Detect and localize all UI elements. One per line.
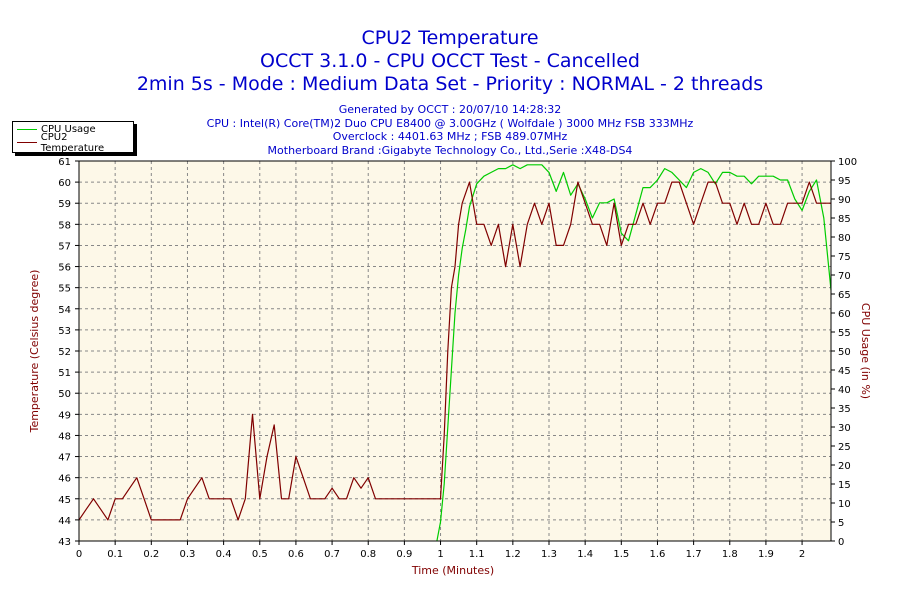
series-layer (78, 164, 832, 542)
y2-tick-label: 30 (838, 423, 851, 434)
legend-label-cpu2-temperature: CPU2 Temperature (40, 131, 105, 154)
legend-item-cpu2-temperature: CPU2 Temperature (17, 132, 133, 154)
y2-tick-label: 65 (838, 290, 851, 301)
x-tick-label: 0.8 (360, 549, 376, 560)
x-axis-ticks: 0 0.1 0.2 0.3 0.4 0.5 0.6 0.7 0.8 0.9 1 1.1 1.2 1.3 1.… (76, 541, 805, 560)
y-tick-label: 57 (58, 241, 71, 252)
x-tick-label: 0.1 (107, 549, 123, 560)
y2-tick-label: 90 (838, 195, 851, 206)
series-line-cpu2-temperature (78, 181, 831, 521)
x-tick-label: 0.4 (216, 549, 232, 560)
overclock-info: Overclock : 4401.63 MHz ; FSB 489.07MHz (332, 130, 568, 143)
x-tick-label: 0.7 (324, 549, 340, 560)
y-tick-label: 51 (58, 368, 71, 379)
y2-tick-label: 15 (838, 480, 851, 491)
y-tick-label: 52 (58, 347, 71, 358)
y2-tick-label: 5 (838, 518, 844, 529)
x-tick-label: 0.2 (143, 549, 159, 560)
x-tick-label: 2 (799, 549, 805, 560)
y-tick-label: 43 (58, 537, 71, 548)
plot-background (79, 161, 831, 541)
y2-tick-label: 20 (838, 461, 851, 472)
motherboard-info: Motherboard Brand :Gigabyte Technology C… (267, 144, 633, 157)
y2-tick-label: 0 (838, 537, 844, 548)
y2-tick-label: 75 (838, 252, 851, 263)
x-tick-label: 1 (437, 549, 443, 560)
y2-tick-label: 55 (838, 328, 851, 339)
y2-tick-label: 25 (838, 442, 851, 453)
x-tick-label: 1.6 (650, 549, 666, 560)
legend-label-cpu-usage: CPU Usage (41, 124, 96, 135)
x-tick-label: 1.9 (758, 549, 774, 560)
x-tick-label: 1.1 (469, 549, 485, 560)
chart-subtitle: OCCT 3.1.0 - CPU OCCT Test - Cancelled (260, 50, 640, 72)
x-tick-label: 1.3 (541, 549, 557, 560)
x-tick-label: 0.9 (396, 549, 412, 560)
y-tick-label: 45 (58, 495, 71, 506)
y-tick-label: 46 (58, 474, 71, 485)
x-tick-label: 0 (76, 549, 82, 560)
y-tick-label: 47 (58, 453, 71, 464)
generated-info: Generated by OCCT : 20/07/10 14:28:32 (338, 103, 562, 116)
x-axis-label: Time (Minutes) (411, 564, 494, 577)
x-tick-label: 1.5 (613, 549, 629, 560)
y-tick-label: 50 (58, 389, 71, 400)
y2-tick-label: 85 (838, 214, 851, 225)
y-axis-ticks: 43 44 45 46 47 48 49 50 51 52 53 54 55 56 57 58 59 60 61 (58, 157, 79, 548)
y2-tick-label: 95 (838, 176, 851, 187)
y-tick-label: 44 (58, 516, 71, 527)
grid (79, 161, 831, 541)
y2-tick-label: 70 (838, 271, 851, 282)
legend: CPU Usage CPU2 Temperature (12, 121, 134, 154)
legend-swatch-cpu-usage (17, 129, 37, 130)
y-axis-label: Temperature (Celsius degree) (28, 270, 41, 434)
y2-axis-label: CPU Usage (in %) (859, 303, 872, 399)
y2-tick-label: 45 (838, 366, 851, 377)
x-tick-label: 0.5 (252, 549, 268, 560)
y2-tick-label: 40 (838, 385, 851, 396)
legend-swatch-cpu2-temperature (17, 142, 37, 143)
series-line-cpu-usage (436, 164, 832, 542)
y-tick-label: 59 (58, 199, 71, 210)
y2-axis-ticks: 0 5 10 15 20 25 30 35 40 45 50 55 60 65 70 75 80 85 90 95 10… (831, 157, 857, 548)
x-tick-label: 1.4 (577, 549, 593, 560)
x-tick-label: 1.8 (722, 549, 738, 560)
x-tick-label: 1.2 (505, 549, 521, 560)
y-tick-label: 61 (58, 157, 71, 168)
chart-subtitle-2: 2min 5s - Mode : Medium Data Set - Prior… (136, 73, 764, 95)
chart-title: CPU2 Temperature (361, 27, 539, 49)
x-tick-label: 0.6 (288, 549, 304, 560)
legend-item-cpu-usage: CPU Usage (17, 123, 96, 136)
y-tick-label: 58 (58, 220, 71, 231)
y2-tick-label: 60 (838, 309, 851, 320)
y-tick-label: 53 (58, 326, 71, 337)
x-tick-label: 1.7 (686, 549, 702, 560)
y2-tick-label: 80 (838, 233, 851, 244)
y-tick-label: 54 (58, 305, 71, 316)
y-tick-label: 48 (58, 431, 71, 442)
y-tick-label: 49 (58, 410, 71, 421)
x-tick-label: 0.3 (180, 549, 196, 560)
y2-tick-label: 35 (838, 404, 851, 415)
y2-tick-label: 100 (838, 157, 857, 168)
cpu-info: CPU : Intel(R) Core(TM)2 Duo CPU E8400 @… (206, 117, 694, 130)
y-tick-label: 56 (58, 263, 71, 274)
y2-tick-label: 10 (838, 499, 851, 510)
y2-tick-label: 50 (838, 347, 851, 358)
y-tick-label: 55 (58, 284, 71, 295)
y-tick-label: 60 (58, 178, 71, 189)
